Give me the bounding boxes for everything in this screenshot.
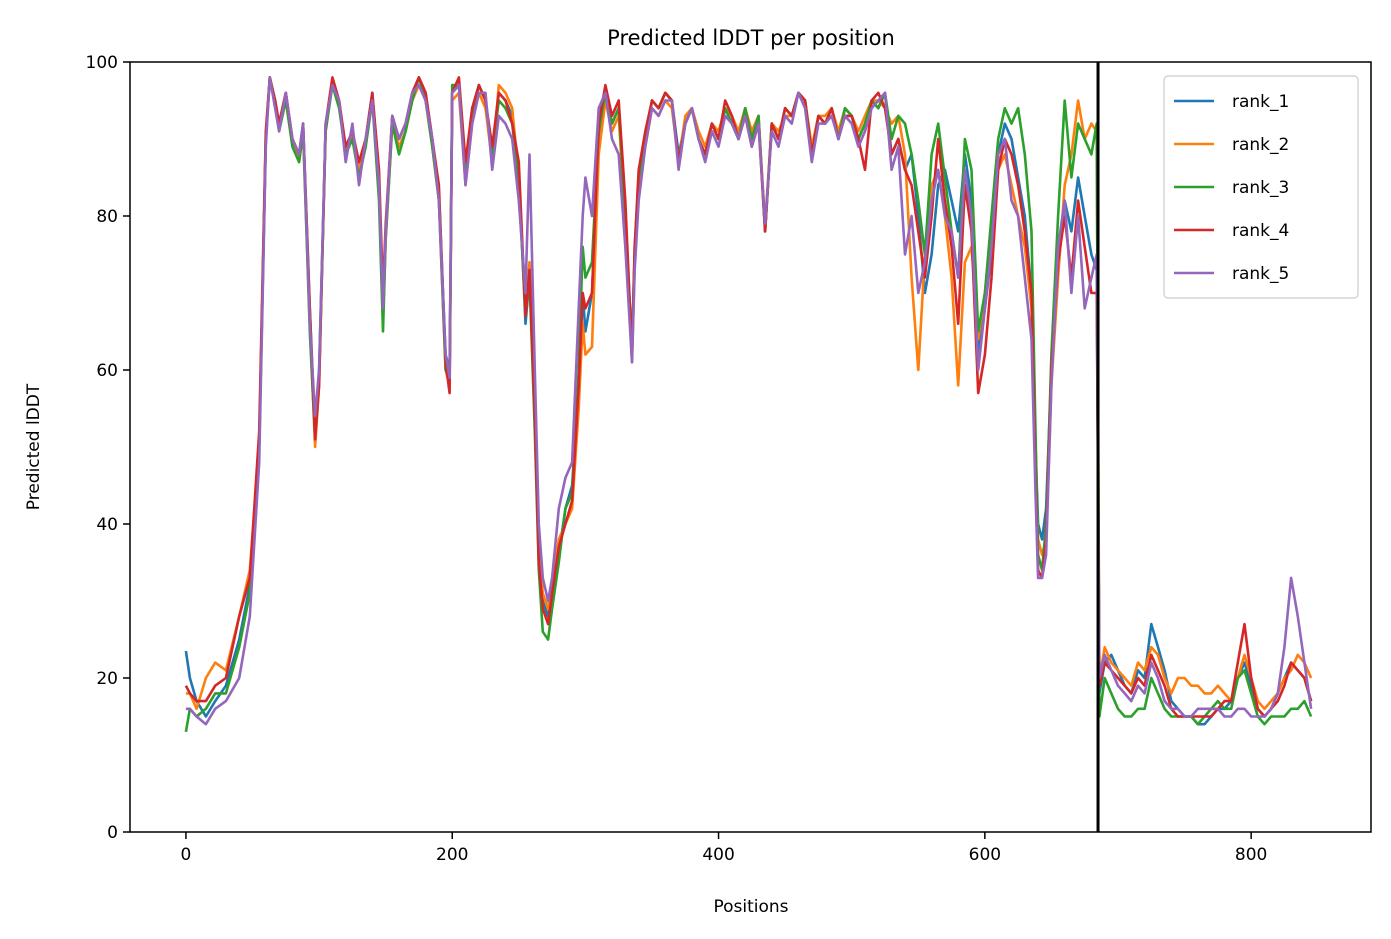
legend-label-rank-3: rank_3: [1232, 178, 1289, 198]
legend: rank_1 rank_2 rank_3 rank_4 rank_5: [1163, 75, 1359, 299]
plot-area: [129, 61, 1372, 833]
x-tick-label: 400: [702, 845, 734, 865]
legend-label-rank-2: rank_2: [1232, 135, 1289, 155]
series-line-rank-2: [185, 76, 1313, 711]
x-tick-label: 800: [1235, 845, 1267, 865]
x-tick-label: 0: [181, 845, 192, 865]
y-tick-label: 20: [96, 669, 118, 689]
x-axis: 0 200 400 600 800: [181, 832, 1267, 865]
series-lines: [184, 76, 1313, 733]
legend-label-rank-4: rank_4: [1232, 221, 1289, 241]
y-axis: 0 20 40 60 80 100: [86, 53, 130, 843]
x-tick-label: 600: [969, 845, 1001, 865]
y-tick-label: 40: [96, 515, 118, 535]
y-tick-label: 60: [96, 361, 118, 381]
chart-title: Predicted lDDT per position: [607, 26, 895, 50]
x-axis-label: Positions: [713, 897, 788, 917]
series-line-rank-3: [184, 76, 1313, 733]
legend-label-rank-5: rank_5: [1232, 264, 1289, 284]
y-tick-label: 100: [86, 53, 118, 73]
y-tick-label: 80: [96, 207, 118, 227]
series-line-rank-5: [185, 76, 1313, 726]
legend-frame: [1163, 75, 1359, 299]
y-axis-label: Predicted lDDT: [24, 383, 44, 510]
y-tick-label: 0: [107, 823, 118, 843]
axes-frame: [129, 61, 1372, 833]
series-line-rank-1: [184, 76, 1313, 726]
series-line-rank-4: [184, 76, 1313, 718]
legend-label-rank-1: rank_1: [1232, 92, 1289, 112]
x-tick-label: 200: [436, 845, 468, 865]
